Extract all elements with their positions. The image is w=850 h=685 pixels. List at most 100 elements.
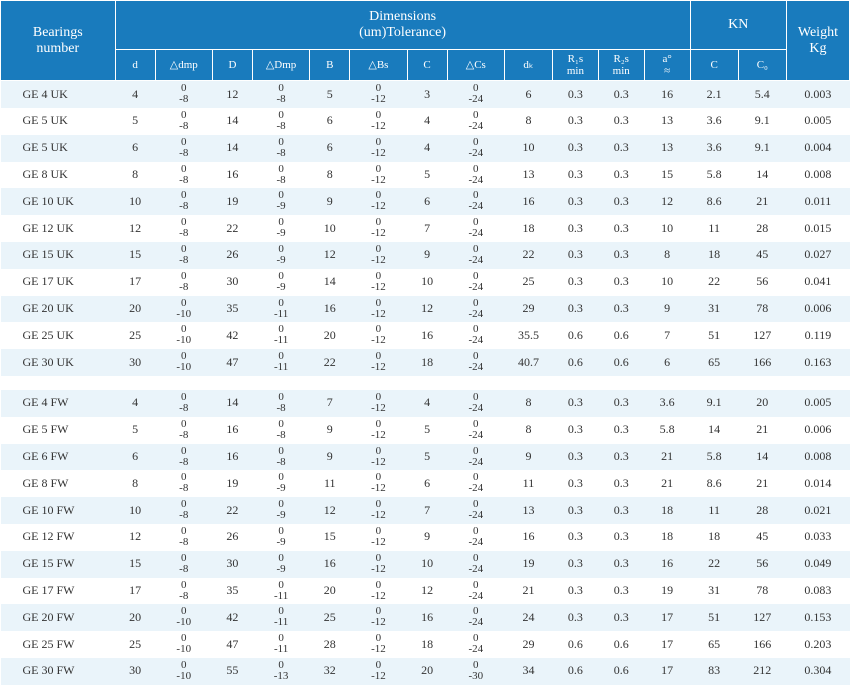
cell-ddmp: 0-8	[155, 524, 212, 551]
cell-Ck: 11	[690, 215, 738, 242]
cell-r1s: 0.3	[553, 417, 599, 444]
cell-dCs: 0-24	[447, 108, 504, 135]
cell-dDmp: 0-8	[252, 108, 309, 135]
cell-D: 16	[212, 417, 252, 444]
cell-w: 0.003	[786, 81, 849, 108]
cell-dDmp: 0-8	[252, 81, 309, 108]
col-kn: KN	[690, 1, 786, 50]
cell-C0: 28	[738, 497, 786, 524]
cell-dk: 8	[504, 108, 552, 135]
cell-dk: 16	[504, 188, 552, 215]
cell-B: 6	[310, 135, 350, 162]
cell-dCs: 0-24	[447, 551, 504, 578]
cell-dCs: 0-24	[447, 135, 504, 162]
cell-Ck: 2.1	[690, 81, 738, 108]
cell-dk: 29	[504, 296, 552, 323]
cell-d: 4	[115, 390, 155, 417]
cell-dCs: 0-24	[447, 269, 504, 296]
col-a: a°≈	[644, 50, 690, 81]
cell-dBs: 0-12	[350, 417, 407, 444]
cell-name: GE 17 UK	[1, 269, 116, 296]
cell-r2s: 0.3	[598, 551, 644, 578]
cell-dk: 25	[504, 269, 552, 296]
cell-a: 3.6	[644, 390, 690, 417]
cell-r2s: 0.6	[598, 631, 644, 658]
cell-dDmp: 0-8	[252, 417, 309, 444]
cell-name: GE 20 FW	[1, 604, 116, 631]
cell-dCs: 0-24	[447, 470, 504, 497]
cell-dBs: 0-12	[350, 631, 407, 658]
cell-dCs: 0-24	[447, 296, 504, 323]
cell-C0: 56	[738, 551, 786, 578]
cell-dCs: 0-24	[447, 497, 504, 524]
cell-d: 8	[115, 470, 155, 497]
cell-dBs: 0-12	[350, 470, 407, 497]
cell-r1s: 0.3	[553, 470, 599, 497]
cell-Ck: 83	[690, 658, 738, 685]
cell-C: 20	[407, 658, 447, 685]
cell-D: 22	[212, 497, 252, 524]
cell-dCs: 0-24	[447, 349, 504, 376]
cell-dk: 10	[504, 135, 552, 162]
cell-B: 7	[310, 390, 350, 417]
cell-B: 12	[310, 242, 350, 269]
col-C0: C₀	[738, 50, 786, 81]
table-row: GE 20 UK200-10350-11160-12120-24290.30.3…	[1, 296, 850, 323]
cell-dCs: 0-24	[447, 444, 504, 471]
cell-dCs: 0-24	[447, 631, 504, 658]
cell-r2s: 0.3	[598, 242, 644, 269]
table-body: GE 4 UK40-8120-850-1230-2460.30.3162.15.…	[1, 81, 850, 685]
cell-name: GE 8 UK	[1, 162, 116, 189]
cell-dBs: 0-12	[350, 349, 407, 376]
col-weight: WeightKg	[786, 1, 849, 81]
cell-D: 26	[212, 524, 252, 551]
cell-B: 20	[310, 578, 350, 605]
cell-d: 15	[115, 551, 155, 578]
cell-a: 17	[644, 658, 690, 685]
table-row: GE 17 FW170-8350-11200-12120-24210.30.31…	[1, 578, 850, 605]
cell-name: GE 10 FW	[1, 497, 116, 524]
cell-d: 17	[115, 269, 155, 296]
cell-C0: 127	[738, 604, 786, 631]
cell-C: 5	[407, 444, 447, 471]
cell-C0: 127	[738, 322, 786, 349]
cell-ddmp: 0-8	[155, 242, 212, 269]
table-row: GE 30 FW300-10550-13320-12200-30340.60.6…	[1, 658, 850, 685]
cell-B: 16	[310, 296, 350, 323]
col-r2s: R₂smin	[598, 50, 644, 81]
cell-Ck: 31	[690, 296, 738, 323]
cell-r2s: 0.3	[598, 604, 644, 631]
cell-name: GE 25 UK	[1, 322, 116, 349]
cell-r1s: 0.3	[553, 215, 599, 242]
cell-B: 22	[310, 349, 350, 376]
cell-dk: 19	[504, 551, 552, 578]
cell-d: 30	[115, 658, 155, 685]
cell-D: 16	[212, 444, 252, 471]
cell-Ck: 65	[690, 349, 738, 376]
cell-r2s: 0.3	[598, 390, 644, 417]
cell-ddmp: 0-8	[155, 551, 212, 578]
cell-C: 18	[407, 349, 447, 376]
cell-r2s: 0.3	[598, 444, 644, 471]
separator-row	[1, 376, 850, 390]
cell-a: 15	[644, 162, 690, 189]
cell-name: GE 15 UK	[1, 242, 116, 269]
col-B: B	[310, 50, 350, 81]
cell-Ck: 18	[690, 242, 738, 269]
cell-name: GE 5 UK	[1, 135, 116, 162]
cell-w: 0.027	[786, 242, 849, 269]
cell-dk: 18	[504, 215, 552, 242]
table-row: GE 10 UK100-8190-990-1260-24160.30.3128.…	[1, 188, 850, 215]
cell-dk: 24	[504, 604, 552, 631]
cell-dDmp: 0-8	[252, 444, 309, 471]
cell-dBs: 0-12	[350, 604, 407, 631]
cell-C0: 9.1	[738, 135, 786, 162]
cell-name: GE 8 FW	[1, 470, 116, 497]
cell-r1s: 0.3	[553, 497, 599, 524]
cell-C: 9	[407, 242, 447, 269]
cell-B: 28	[310, 631, 350, 658]
cell-Ck: 5.8	[690, 162, 738, 189]
cell-dBs: 0-12	[350, 242, 407, 269]
cell-dBs: 0-12	[350, 188, 407, 215]
cell-r2s: 0.3	[598, 470, 644, 497]
